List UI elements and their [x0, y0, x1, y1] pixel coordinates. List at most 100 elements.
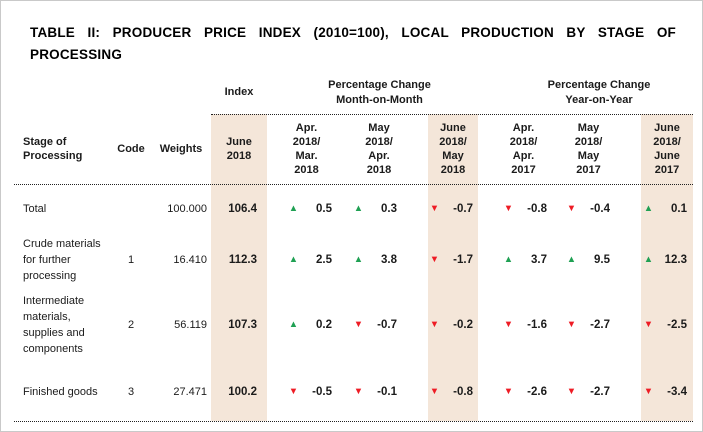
dotted-divider-header [14, 184, 693, 185]
yoy-change-cell: ▼ -1.6 [491, 287, 556, 363]
down-triangle-icon: ▼ [503, 202, 514, 214]
change-value: -0.4 [590, 202, 610, 215]
yoy-change-cell: ▲ 0.1 [641, 184, 693, 233]
down-triangle-icon: ▼ [353, 386, 364, 397]
yoy-change-cell: ▼ -2.7 [556, 363, 621, 421]
index-value-cell: 100.2 [228, 386, 257, 398]
yoy-change-cell: ▼ -2.7 [556, 287, 621, 363]
weights-cell: 56.119 [174, 319, 207, 331]
yoy-change-cell: ▼ -2.5 [641, 287, 693, 363]
code-cell: 1 [127, 254, 135, 266]
down-triangle-icon: ▼ [566, 386, 577, 397]
yoy-period-header: June 2018/ June 2017 [653, 122, 681, 176]
weights-cell: 100.000 [167, 202, 207, 215]
mom-change-cell: ▲ 2.5 [267, 233, 346, 287]
up-triangle-icon: ▲ [643, 202, 654, 214]
down-triangle-icon: ▼ [288, 386, 299, 397]
down-triangle-icon: ▼ [429, 319, 440, 330]
highlight-stripe-index-column [211, 114, 267, 421]
yoy-period-header: May 2018/ May 2017 [574, 122, 603, 176]
down-triangle-icon: ▼ [429, 202, 440, 214]
highlight-stripe-mom-june-column [428, 114, 478, 421]
mom-change-cell: ▼ -0.2 [428, 287, 478, 363]
up-triangle-icon: ▲ [353, 202, 364, 214]
change-value: 0.3 [381, 202, 397, 215]
index-value-cell: 106.4 [228, 202, 257, 215]
weights-cell: 27.471 [173, 386, 207, 398]
stage-cell: Finished goods [23, 386, 98, 398]
mom-change-cell: ▲ 3.8 [346, 233, 412, 287]
change-value: -2.7 [590, 386, 610, 398]
stage-cell: Crude materials for further processing [23, 238, 101, 282]
mom-change-cell: ▼ -0.7 [428, 184, 478, 233]
down-triangle-icon: ▼ [643, 319, 654, 330]
change-value: 12.3 [664, 254, 687, 266]
down-triangle-icon: ▼ [429, 386, 440, 397]
up-triangle-icon: ▲ [288, 254, 299, 265]
page-title: TABLE II: PRODUCER PRICE INDEX (2010=100… [30, 25, 676, 62]
change-value: 9.5 [594, 254, 610, 266]
mom-period-header: Apr. 2018/ Mar. 2018 [292, 122, 321, 176]
index-group-header: Index [224, 86, 254, 98]
ppi-table: Index Percentage Change Month-on-Month P… [14, 71, 693, 422]
down-triangle-icon: ▼ [503, 319, 514, 330]
change-value: -0.5 [312, 386, 332, 398]
change-value: -0.1 [377, 386, 397, 398]
mom-change-cell: ▼ -0.7 [346, 287, 412, 363]
down-triangle-icon: ▼ [643, 386, 654, 397]
down-triangle-icon: ▼ [503, 386, 514, 397]
change-value: 3.8 [381, 254, 397, 266]
code-cell: 3 [127, 386, 135, 398]
code-header: Code [117, 143, 145, 155]
stage-cell: Total [23, 202, 47, 215]
change-value: 0.5 [316, 202, 332, 215]
mom-period-header: June 2018/ May 2018 [439, 122, 467, 176]
change-value: -2.6 [527, 386, 547, 398]
index-period-header: June 2018 [226, 136, 252, 162]
yoy-change-cell: ▼ -0.4 [556, 184, 621, 233]
up-triangle-icon: ▲ [288, 202, 299, 214]
mom-change-cell: ▲ 0.3 [346, 184, 412, 233]
up-triangle-icon: ▲ [503, 254, 514, 265]
index-value-cell: 112.3 [228, 254, 257, 266]
down-triangle-icon: ▼ [429, 254, 440, 265]
change-value: 0.2 [316, 319, 332, 331]
dotted-divider-top [211, 114, 693, 115]
mom-change-cell: ▼ -1.7 [428, 233, 478, 287]
down-triangle-icon: ▼ [353, 319, 364, 330]
yoy-change-cell: ▼ -3.4 [641, 363, 693, 421]
stage-cell: Intermediate materials, supplies and com… [23, 295, 85, 355]
yoy-change-cell: ▼ -0.8 [491, 184, 556, 233]
change-value: 3.7 [531, 254, 547, 266]
highlight-stripe-yoy-june-column [641, 114, 693, 421]
up-triangle-icon: ▲ [566, 254, 577, 265]
mom-change-cell: ▼ -0.5 [267, 363, 346, 421]
yoy-change-cell: ▲ 3.7 [491, 233, 556, 287]
change-value: -0.8 [453, 386, 473, 398]
mom-change-cell: ▼ -0.8 [428, 363, 478, 421]
code-cell [111, 184, 151, 233]
mom-group-header: Percentage Change Month-on-Month [328, 78, 431, 106]
code-cell: 2 [127, 319, 135, 331]
yoy-change-cell: ▼ -2.6 [491, 363, 556, 421]
change-value: -0.7 [453, 202, 473, 215]
change-value: -2.7 [590, 319, 610, 331]
yoy-period-header: Apr. 2018/ Apr. 2017 [509, 122, 538, 176]
up-triangle-icon: ▲ [353, 254, 364, 265]
yoy-change-cell: ▲ 9.5 [556, 233, 621, 287]
mom-change-cell: ▲ 0.5 [267, 184, 346, 233]
table-grid: Index Percentage Change Month-on-Month P… [14, 71, 693, 421]
change-value: 0.1 [671, 202, 687, 215]
change-value: -0.8 [527, 202, 547, 215]
dotted-divider-bottom [14, 421, 693, 422]
mom-change-cell: ▼ -0.1 [346, 363, 412, 421]
mom-change-cell: ▲ 0.2 [267, 287, 346, 363]
change-value: -2.5 [667, 319, 687, 331]
down-triangle-icon: ▼ [566, 202, 577, 214]
weights-cell: 16.410 [173, 254, 207, 266]
change-value: 2.5 [316, 254, 332, 266]
yoy-group-header: Percentage Change Year-on-Year [547, 78, 651, 106]
down-triangle-icon: ▼ [566, 319, 577, 330]
change-value: -3.4 [667, 386, 687, 398]
